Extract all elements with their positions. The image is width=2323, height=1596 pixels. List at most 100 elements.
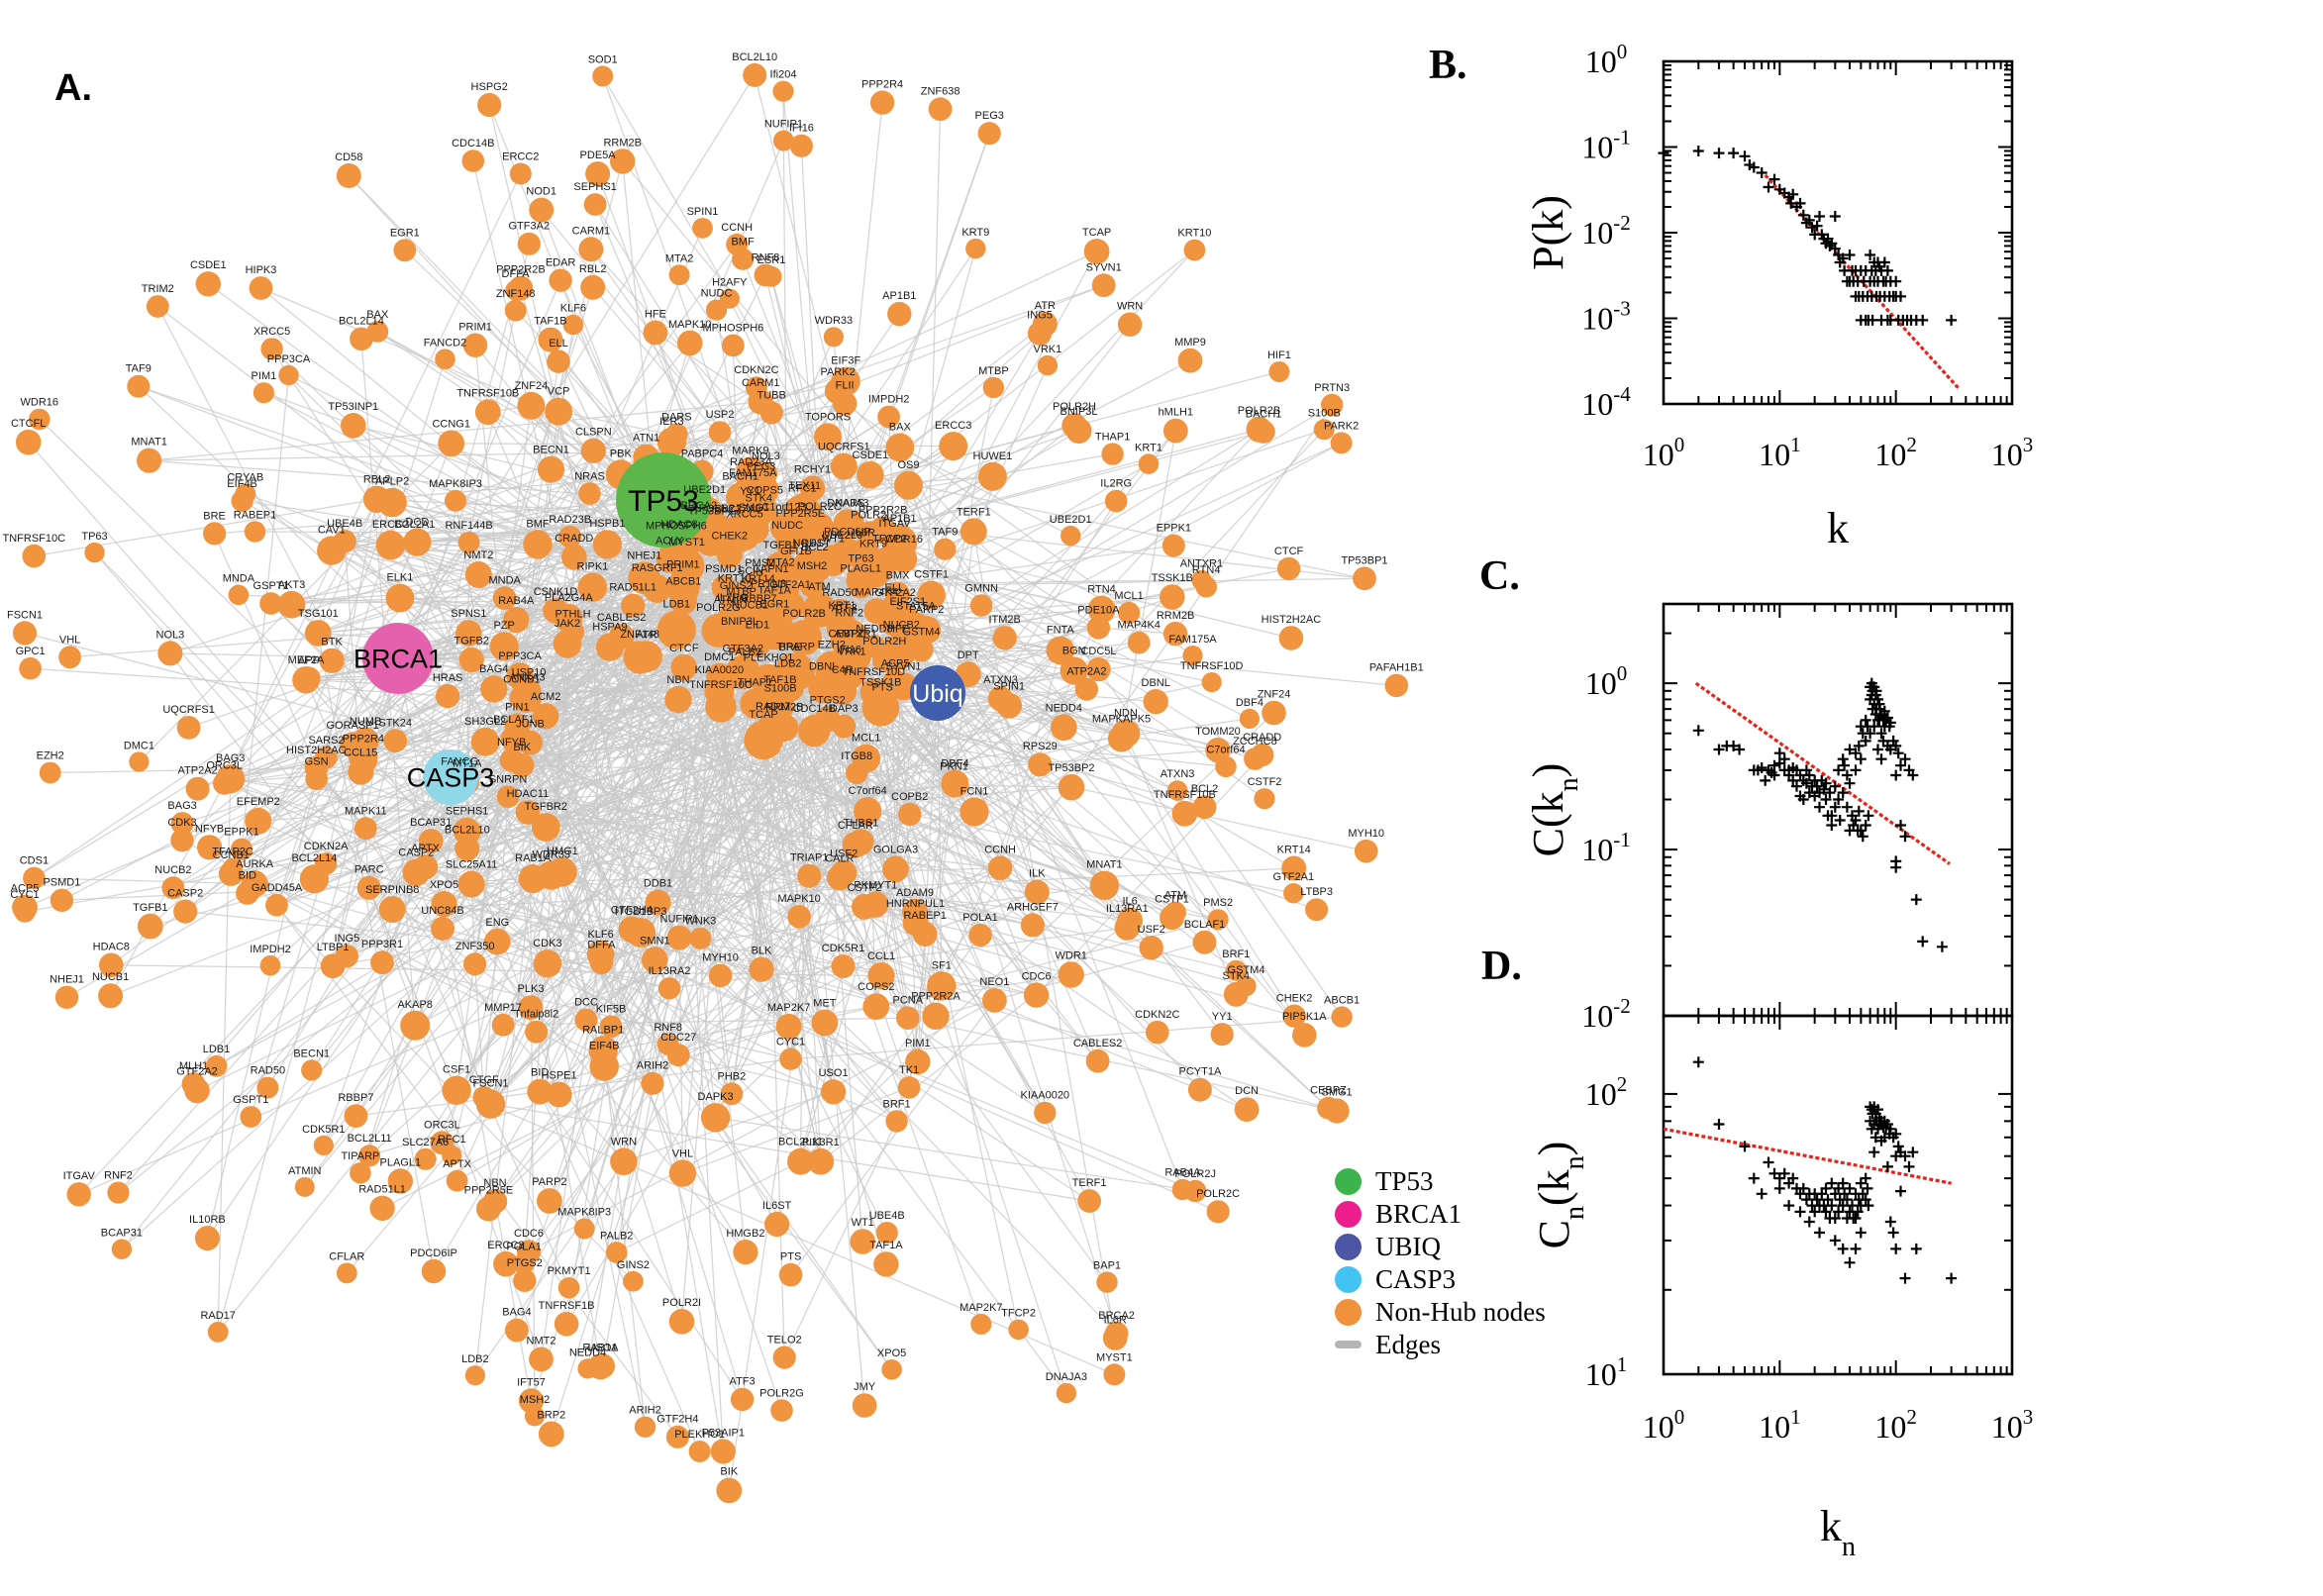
network-node-label: MSH2	[797, 560, 828, 572]
network-node	[137, 913, 163, 940]
network-node-label: ZNF148	[620, 629, 659, 641]
network-node	[668, 1309, 695, 1335]
network-node-label: ATR	[1035, 300, 1056, 312]
network-node	[977, 461, 1007, 491]
network-node	[358, 1145, 381, 1167]
network-node-label: FANCG	[441, 756, 478, 768]
network-node	[218, 861, 244, 886]
network-node-label: CCNB1	[503, 674, 540, 686]
network-node-label: ACLY	[656, 536, 684, 548]
network-node	[12, 621, 38, 646]
data-point	[1870, 685, 1882, 697]
network-node-label: PARK2	[1324, 420, 1359, 432]
network-node-label: THBS1	[844, 817, 878, 829]
network-node-label: DARS	[661, 412, 692, 424]
network-node	[1023, 982, 1050, 1008]
network-node	[592, 530, 623, 559]
network-node-label: TP53BP2	[1048, 762, 1094, 774]
network-node	[1177, 348, 1203, 373]
network-node-label: TEX11	[788, 480, 821, 492]
network-node-label: IFI16	[837, 645, 861, 656]
network-node-label: MAP2K7	[960, 1302, 1002, 1314]
network-node-label: PPP2R2B	[858, 505, 908, 517]
data-point	[1844, 777, 1856, 789]
legend-label: CASP3	[1375, 1263, 1457, 1294]
network-node-label: YY1	[1212, 1011, 1233, 1023]
network-node-label: BCL2L11	[778, 1137, 823, 1148]
network-node-label: HFE	[887, 623, 909, 635]
panel-b-plot: 100 101 102 103 100 10-1 10-2 10-3 10-4 k P(k)	[1524, 40, 2033, 552]
network-node	[1313, 419, 1335, 441]
network-node-label: TERF1	[957, 506, 991, 518]
x-axis-label: kn​	[1820, 1502, 1856, 1562]
data-point	[1884, 1123, 1896, 1135]
network-node	[525, 1020, 549, 1044]
network-node	[1037, 354, 1059, 376]
network-node-label: CTCFL	[11, 418, 46, 430]
network-node	[1353, 566, 1376, 591]
network-node	[705, 691, 737, 723]
network-node-label: FNTA	[1047, 625, 1075, 637]
network-node-label: TAF1A	[869, 1240, 903, 1251]
network-node-label: MTA2	[665, 252, 694, 264]
network-node	[730, 1387, 755, 1412]
network-node-label: CCNB1	[213, 849, 250, 861]
data-point	[1768, 1167, 1780, 1179]
network-node-label: RNF144B	[445, 520, 492, 532]
network-node-label: CDK5R1	[822, 943, 864, 954]
network-node-label: BMF	[731, 237, 755, 249]
network-node-label: HRAS	[433, 672, 463, 684]
network-node	[207, 1322, 229, 1343]
network-node	[314, 852, 338, 875]
network-node-label: LTBP1	[317, 942, 350, 953]
network-node-label: WT1	[852, 1217, 874, 1229]
network-node	[277, 590, 306, 619]
network-node-label: GTF3A2	[723, 643, 764, 654]
network-node	[1201, 672, 1222, 693]
data-point	[1850, 815, 1862, 826]
network-node-label: TOMM20	[1195, 726, 1241, 738]
network-node	[778, 1262, 803, 1287]
network-node-label: YY1	[740, 485, 760, 497]
data-point	[1860, 1194, 1871, 1206]
data-point	[1910, 1243, 1922, 1254]
network-node	[736, 456, 765, 485]
network-node-label: DNAJA3	[827, 498, 868, 510]
network-node-label: MCL1	[1114, 590, 1143, 602]
network-node-label: VCP	[548, 386, 570, 398]
network-node	[720, 1082, 744, 1106]
network-node-label: EZH2	[37, 750, 64, 762]
network-node-label: RFC1	[438, 1134, 466, 1146]
network-node-label: TRIAP1	[790, 852, 829, 864]
network-node	[1251, 743, 1274, 767]
axis-ticks	[1663, 60, 2013, 405]
network-node-label: RABEP1	[234, 509, 276, 521]
network-node-label: RIPK1	[577, 560, 609, 572]
network-node	[29, 408, 50, 431]
network-node-label: RAD17	[756, 701, 790, 713]
data-point	[1826, 810, 1838, 822]
network-node	[472, 1086, 496, 1109]
network-node	[676, 330, 703, 356]
network-node-label: TGFB1	[762, 540, 797, 551]
network-node-label: CEBPZ	[1310, 1085, 1347, 1097]
network-node	[1282, 1004, 1306, 1028]
network-node-label: POLR2C	[1196, 1188, 1240, 1200]
network-node-label: CDKN2C	[734, 364, 778, 376]
network-node-label: POLA1	[506, 1242, 541, 1253]
network-node	[230, 838, 253, 860]
network-node-label: HSPA9	[592, 622, 627, 634]
network-node-label: CAPN1	[753, 563, 789, 575]
network-node-label: ACM2	[531, 691, 561, 703]
network-node-label: RRM2B	[1157, 610, 1195, 622]
node-circle-icon	[1335, 1298, 1362, 1326]
network-node	[350, 1162, 371, 1184]
network-node-label: TNFRSF10B	[1154, 789, 1216, 801]
data-point	[1895, 290, 1906, 302]
data-point	[1890, 1243, 1902, 1254]
network-node-label: MLH1	[179, 1060, 208, 1072]
data-point	[1844, 249, 1856, 260]
network-node	[743, 62, 767, 87]
network-node-label: AKAP8	[397, 999, 432, 1011]
network-node-label: NUFIP1	[660, 914, 699, 926]
